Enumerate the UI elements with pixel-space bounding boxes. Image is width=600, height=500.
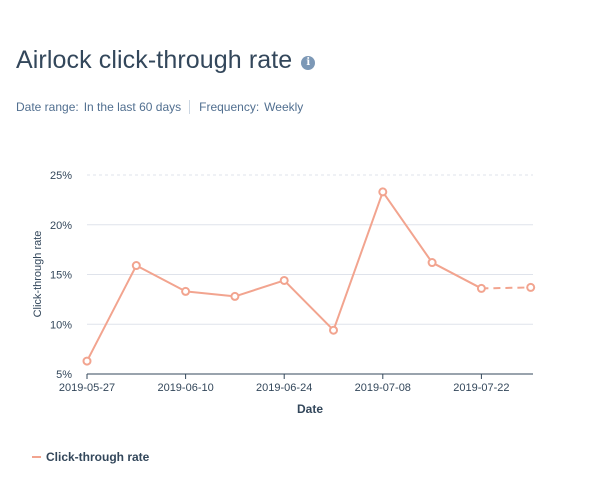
page-title: Airlock click-through rate bbox=[16, 46, 293, 74]
y-tick-label: 15% bbox=[50, 270, 72, 282]
data-point[interactable] bbox=[181, 286, 191, 296]
data-point[interactable] bbox=[378, 187, 388, 197]
line-chart: 5% 10% 15% 20% 25% 2019-05-27 2019-06-10 2019-0… bbox=[32, 170, 536, 416]
y-tick-label: 20% bbox=[50, 220, 72, 232]
axes: 5% 10% 15% 20% 25% 2019-05-27 2019-06-10 2019-0… bbox=[50, 170, 533, 394]
y-tick-label: 5% bbox=[56, 369, 72, 381]
report-filters: Date range: In the last 60 days Frequenc… bbox=[16, 100, 303, 114]
x-axis-label: Date bbox=[297, 402, 323, 416]
data-point[interactable] bbox=[82, 356, 92, 366]
grid-lines bbox=[87, 174, 533, 325]
legend-swatch bbox=[32, 456, 41, 458]
y-tick-label: 25% bbox=[50, 170, 72, 182]
series-lines bbox=[86, 190, 531, 362]
title-row: Airlock click-through rate i bbox=[16, 46, 316, 75]
frequency-value[interactable]: Weekly bbox=[264, 100, 304, 114]
x-tick-label: 2019-05-27 bbox=[59, 382, 115, 394]
y-tick-label: 10% bbox=[50, 319, 72, 331]
filter-divider bbox=[189, 100, 191, 114]
series-points bbox=[82, 187, 536, 366]
date-range-label: Date range: bbox=[16, 100, 79, 114]
x-tick-label: 2019-07-22 bbox=[453, 382, 509, 394]
y-axis-label: Click-through rate bbox=[32, 231, 44, 318]
legend-label: Click-through rate bbox=[46, 450, 150, 464]
chart-legend: Click-through rate bbox=[32, 450, 149, 464]
x-tick-label: 2019-06-24 bbox=[256, 382, 312, 394]
x-tick-label: 2019-07-08 bbox=[355, 382, 411, 394]
date-range-value[interactable]: In the last 60 days bbox=[83, 100, 182, 114]
x-tick-label: 2019-06-10 bbox=[157, 382, 213, 394]
data-point[interactable] bbox=[526, 282, 536, 292]
data-point[interactable] bbox=[279, 275, 289, 285]
data-point[interactable] bbox=[329, 325, 338, 335]
frequency-label: Frequency: bbox=[199, 100, 260, 114]
data-point[interactable] bbox=[427, 258, 437, 268]
data-point[interactable] bbox=[230, 291, 240, 301]
series-line-projected bbox=[481, 286, 531, 290]
data-point[interactable] bbox=[131, 261, 141, 271]
data-point[interactable] bbox=[476, 283, 486, 293]
info-icon[interactable]: i bbox=[301, 55, 316, 70]
